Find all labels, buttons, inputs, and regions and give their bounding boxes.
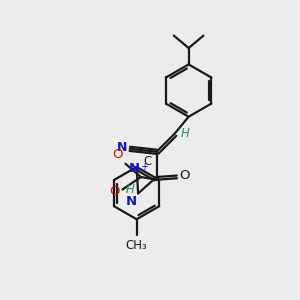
Text: H: H — [181, 127, 190, 140]
Text: O: O — [112, 148, 123, 161]
Text: H: H — [126, 183, 135, 196]
Text: +: + — [140, 162, 148, 172]
Text: N: N — [125, 195, 136, 208]
Text: O: O — [109, 184, 119, 197]
Text: N: N — [129, 162, 140, 175]
Text: ⁻: ⁻ — [128, 147, 134, 157]
Text: C: C — [144, 155, 152, 168]
Text: CH₃: CH₃ — [126, 238, 148, 252]
Text: O: O — [180, 169, 190, 182]
Text: N: N — [116, 140, 127, 154]
